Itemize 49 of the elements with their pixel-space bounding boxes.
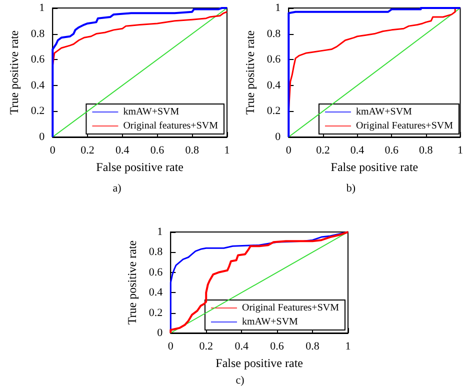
y-axis-title: True positive rate <box>125 240 139 325</box>
x-tick-label: 0.2 <box>80 144 94 156</box>
legend-label: Original features+SVM <box>123 120 218 132</box>
x-axis-title: False positive rate <box>96 160 184 174</box>
y-tick-label: 0.8 <box>30 28 46 40</box>
x-tick-label: 0.8 <box>419 144 434 156</box>
legend-label: kmAW+SVM <box>123 106 180 118</box>
y-axis-title: True positive rate <box>7 30 21 115</box>
x-tick-label: 0.8 <box>306 340 320 352</box>
y-tick-label: 0.4 <box>30 79 46 92</box>
y-tick-label: 0.2 <box>266 105 281 118</box>
y-tick-label: 0.4 <box>266 79 282 92</box>
x-tick-label: 0 <box>286 144 292 156</box>
x-tick-label: 0.4 <box>350 144 365 156</box>
text: c) <box>236 374 245 386</box>
y-tick-label: 1 <box>157 226 163 238</box>
y-tick-label: 0.4 <box>148 286 164 299</box>
y-tick-label: 1 <box>39 2 45 14</box>
y-tick-label: 0 <box>275 131 282 143</box>
y-tick-label: 0 <box>39 131 46 143</box>
y-tick-label: 0.8 <box>266 28 282 40</box>
x-tick-label: 0.2 <box>199 340 213 352</box>
x-tick-label: 1 <box>458 144 463 156</box>
legend-label: Original Features+SVM <box>356 120 454 132</box>
text: a) <box>112 182 122 194</box>
y-axis-title: True positive rate <box>243 30 257 115</box>
x-tick-label: 0.8 <box>185 144 200 156</box>
x-tick-label: 1 <box>224 144 230 156</box>
text: b) <box>346 182 356 194</box>
y-tick-label: 0.2 <box>30 105 45 118</box>
x-tick-label: 0.2 <box>316 144 330 156</box>
y-tick-label: 1 <box>275 2 281 14</box>
legend-label: Original Features+SVM <box>242 302 340 314</box>
legend-label: kmAW+SVM <box>242 316 298 328</box>
x-axis-title: False positive rate <box>330 160 418 174</box>
x-tick-label: 0 <box>168 340 174 352</box>
x-tick-label: 0.4 <box>234 340 249 352</box>
legend-label: kmAW+SVM <box>356 106 412 118</box>
y-tick-label: 0.2 <box>148 306 163 319</box>
x-tick-label: 1 <box>345 340 351 352</box>
y-tick-label: 0 <box>157 327 164 339</box>
x-tick-label: 0.6 <box>384 144 399 156</box>
x-axis-title: False positive rate <box>216 356 303 370</box>
y-tick-label: 0.8 <box>148 246 164 258</box>
y-tick-label: 0.6 <box>266 54 282 66</box>
x-tick-label: 0.4 <box>116 144 130 156</box>
y-tick-label: 0.6 <box>30 54 46 66</box>
x-tick-label: 0 <box>50 144 56 156</box>
y-tick-label: 0.6 <box>148 266 164 278</box>
